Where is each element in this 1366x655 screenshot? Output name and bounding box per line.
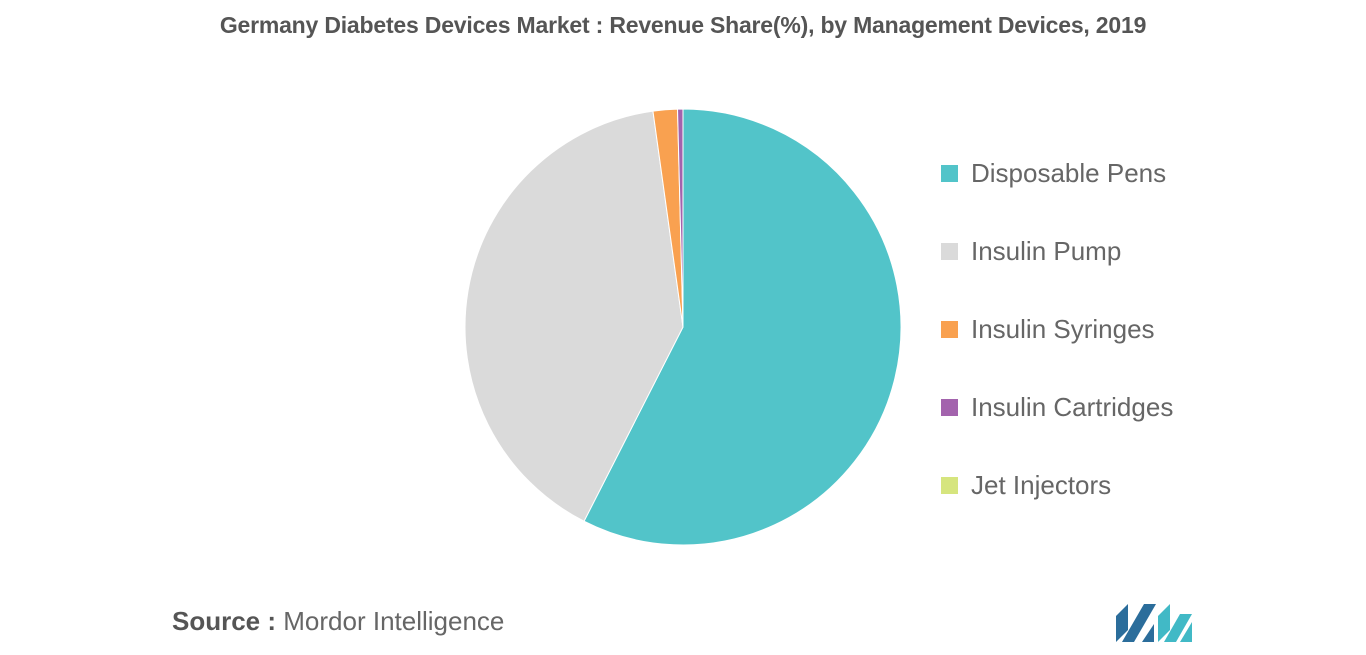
pie-slice-insulin-pump: [464, 110, 684, 522]
legend-swatch: [941, 242, 958, 260]
source-key: Source :: [172, 606, 277, 636]
legend-swatch: [941, 476, 958, 494]
legend-item: Disposable Pens: [941, 154, 1173, 192]
legend-item: Insulin Syringes: [941, 310, 1173, 348]
pie-slice-disposable-pens: [583, 108, 902, 546]
legend-swatch: [941, 398, 958, 416]
legend-swatch: [941, 164, 958, 182]
legend-label: Insulin Pump: [971, 235, 1122, 266]
source-note: Source : Mordor Intelligence: [172, 606, 504, 637]
legend-label: Jet Injectors: [971, 469, 1112, 500]
legend-label: Insulin Cartridges: [971, 391, 1174, 422]
legend-item: Insulin Pump: [941, 232, 1173, 270]
legend: Disposable Pens Insulin Pump Insulin Syr…: [941, 154, 1173, 544]
legend-label: Insulin Syringes: [971, 313, 1155, 344]
legend-item: Jet Injectors: [941, 466, 1173, 504]
mordor-intelligence-logo: [1116, 604, 1192, 642]
chart-title: Germany Diabetes Devices Market : Revenu…: [219, 12, 1147, 38]
legend-label: Disposable Pens: [971, 157, 1167, 188]
pie-slice-insulin-cartridges: [677, 108, 684, 328]
legend-swatch: [941, 320, 958, 338]
source-value: Mordor Intelligence: [283, 606, 505, 636]
legend-item: Insulin Cartridges: [941, 388, 1173, 426]
pie-chart: [464, 108, 902, 546]
